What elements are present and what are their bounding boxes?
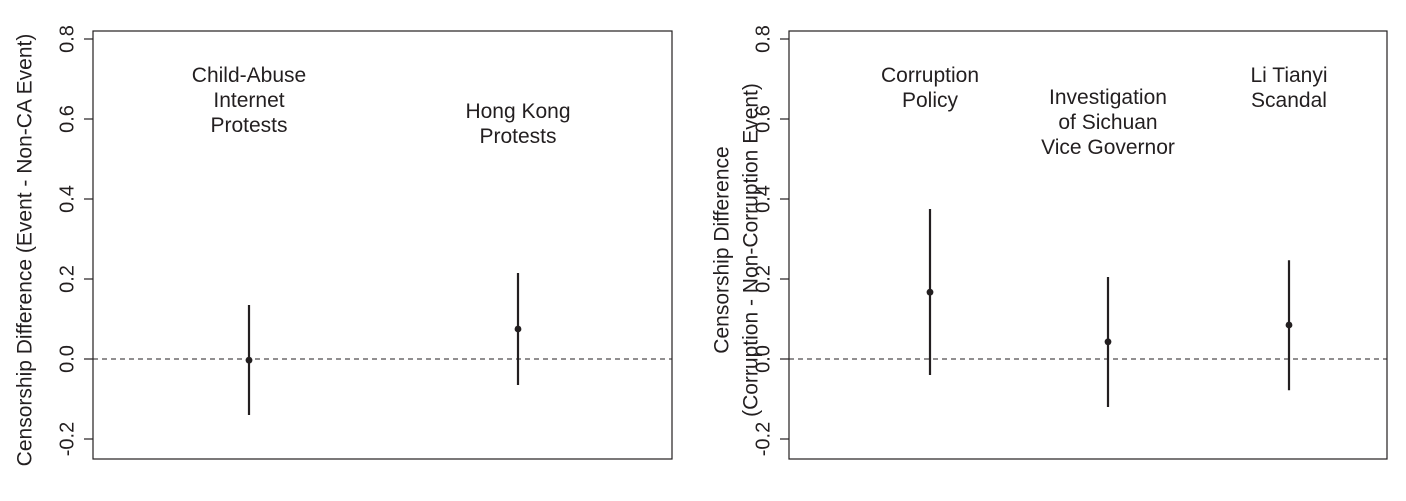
y-tick-label: 0.6 (752, 105, 774, 133)
event-label: Protests (479, 125, 556, 148)
plot-frame (92, 30, 673, 460)
y-tick-label: 0.2 (56, 265, 78, 293)
event-label: Protests (210, 114, 287, 137)
event-label: Scandal (1251, 89, 1327, 112)
y-tick-label: 0.0 (752, 345, 774, 373)
y-tick-label: -0.2 (56, 422, 78, 456)
point-estimate (245, 356, 253, 364)
right-panel: -0.2 0.0 0.2 0.4 0.6 0.8 Censorship Difference… (711, 25, 1388, 460)
y-tick-label: 0.4 (752, 185, 774, 213)
event-label: Vice Governor (1041, 136, 1175, 159)
left-panel: -0.2 0.0 0.2 0.4 0.6 0.8 Censorship Difference… (14, 25, 673, 467)
y-tick-label: 0.2 (752, 265, 774, 293)
event-label: Corruption (881, 64, 979, 87)
y-tick-label: 0.6 (56, 105, 78, 133)
y-tick-label: 0.8 (56, 25, 78, 53)
event-label: Li Tianyi (1250, 64, 1327, 87)
y-axis-label: (Corruption - Non-Corruption Event) (740, 83, 763, 417)
y-axis-label: Censorship Difference (711, 146, 734, 353)
event-label: Child-Abuse (192, 64, 306, 87)
plot-frame (788, 30, 1388, 460)
y-tick-label: 0.8 (752, 25, 774, 53)
event-label: Hong Kong (465, 100, 570, 123)
event-label: of Sichuan (1058, 111, 1157, 134)
point-estimate (926, 288, 934, 296)
y-axis-label: Censorship Difference (Event - Non-CA Ev… (14, 34, 37, 467)
point-estimate (514, 325, 522, 333)
y-tick-label: 0.4 (56, 185, 78, 213)
y-tick-label: 0.0 (56, 345, 78, 373)
event-label: Investigation (1049, 86, 1167, 109)
y-tick-label: -0.2 (752, 422, 774, 456)
event-label: Policy (902, 89, 959, 112)
point-estimate (1285, 321, 1293, 329)
point-estimate (1104, 338, 1112, 346)
event-label: Internet (213, 89, 284, 112)
